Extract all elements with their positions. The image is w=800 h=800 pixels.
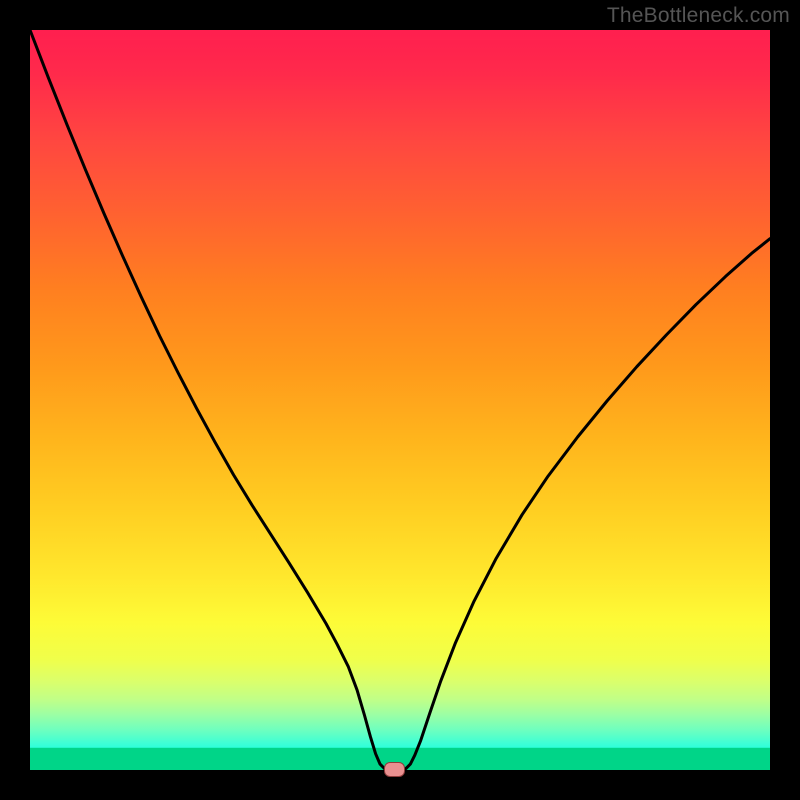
optimal-marker — [384, 762, 405, 777]
curve-path — [30, 30, 770, 770]
bottleneck-curve — [30, 30, 770, 770]
watermark-text: TheBottleneck.com — [607, 4, 790, 28]
plot-area — [30, 30, 770, 770]
chart-frame: TheBottleneck.com — [0, 0, 800, 800]
